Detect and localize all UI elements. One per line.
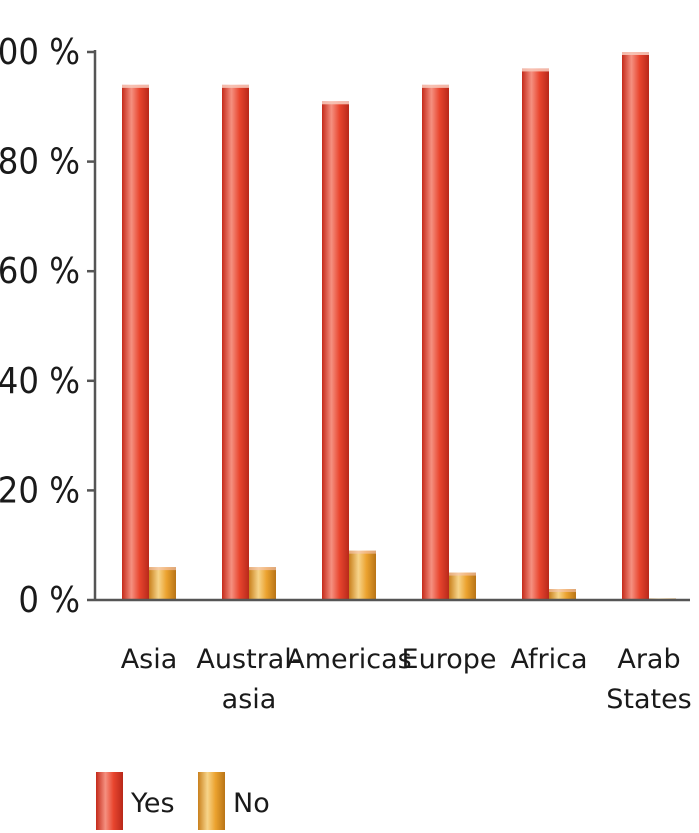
bar-yes-1 [222, 84, 249, 600]
bar-yes-4 [522, 68, 549, 600]
y-tick-label: 40 % [0, 361, 80, 402]
bar-no-2 [349, 550, 376, 600]
x-tick-label: Europe [402, 644, 497, 675]
x-tick-label: Africa [510, 644, 587, 675]
bar-top-highlight [149, 567, 176, 571]
bar-yes-5 [622, 52, 649, 600]
legend-swatch-no [198, 772, 225, 830]
x-tick-label: Americas [286, 644, 411, 675]
bar-top-highlight [222, 84, 249, 88]
y-tick-label: 20 % [0, 470, 80, 511]
x-tick-label: Asia [121, 644, 178, 675]
y-tick-label: 0 % [18, 580, 80, 621]
bar-no-1 [249, 567, 276, 600]
bar-top-highlight [322, 101, 349, 105]
legend-swatch-yes [96, 772, 123, 830]
bar-no-4 [549, 589, 576, 600]
bar-top-highlight [622, 52, 649, 55]
bar-top-highlight [522, 68, 549, 72]
bar-top-highlight [549, 589, 576, 593]
x-tick-label: Arab [617, 644, 680, 675]
bar-top-highlight [349, 550, 376, 554]
x-tick-label: asia [222, 684, 277, 715]
bar-top-highlight [449, 572, 476, 576]
bar-yes-0 [122, 84, 149, 600]
bar-top-highlight [249, 567, 276, 571]
bars [122, 52, 676, 600]
bar-yes-2 [322, 101, 349, 600]
bar-yes-3 [422, 84, 449, 600]
bar-top-highlight [122, 84, 149, 88]
legend: Yes No [96, 772, 270, 830]
y-tick-label: 80 % [0, 142, 80, 183]
bar-top-highlight [422, 84, 449, 88]
y-tick-label: 100 % [0, 32, 80, 73]
bar-no-3 [449, 572, 476, 600]
x-tick-label: States [606, 684, 692, 715]
bar-no-0 [149, 567, 176, 600]
y-axis: 0 % 20 % 40 % 60 % 80 % 100 % [0, 32, 97, 621]
y-tick-label: 60 % [0, 251, 80, 292]
x-tick-label: Austral- [196, 644, 301, 675]
legend-label-yes: Yes [130, 788, 175, 819]
legend-label-no: No [233, 788, 270, 819]
